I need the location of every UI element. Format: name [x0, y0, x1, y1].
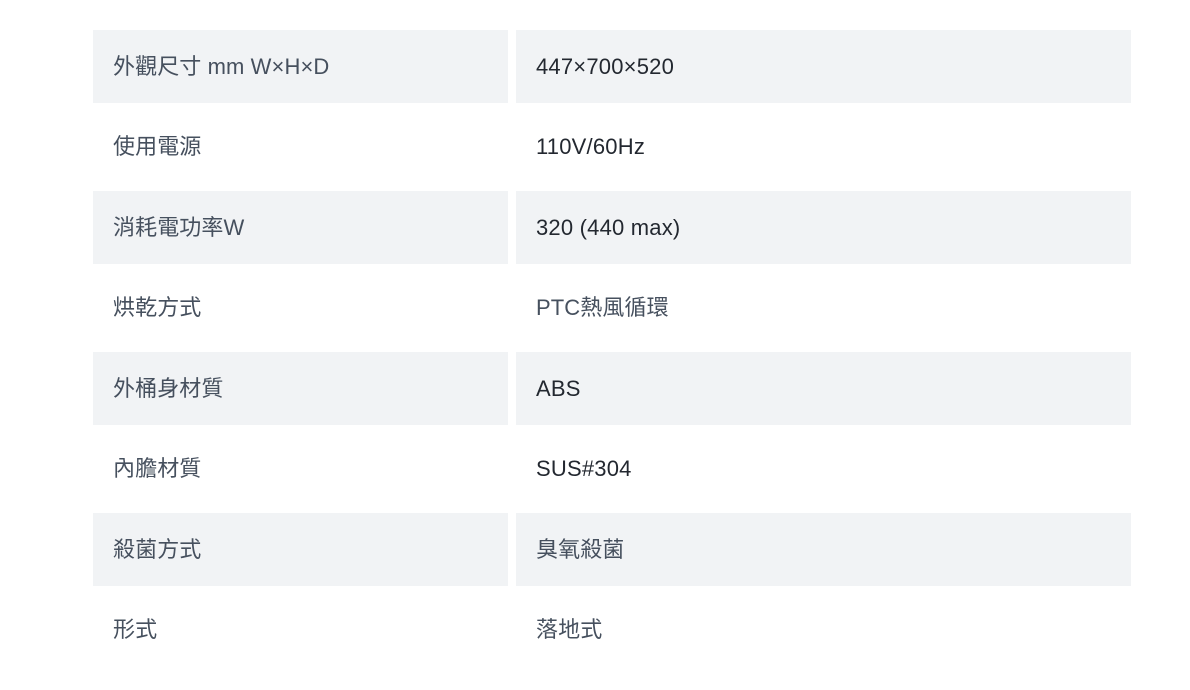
spec-label-text: 外觀尺寸 mm W×H×D: [113, 53, 330, 79]
spec-label-text: 殺菌方式: [113, 536, 202, 562]
spec-row: 殺菌方式 臭氧殺菌: [93, 513, 1131, 586]
spec-value-text: 落地式: [536, 617, 603, 643]
spec-label-cell: 使用電源: [93, 110, 508, 184]
spec-value-cell: 447×700×520: [516, 30, 1131, 103]
spec-label-cell: 形式: [93, 593, 508, 667]
spec-label-text: 外桶身材質: [113, 375, 224, 401]
spec-value-cell: SUS#304: [516, 432, 1131, 506]
spec-label-cell: 殺菌方式: [93, 513, 508, 586]
spec-value-text: 320 (440 max): [536, 214, 681, 240]
spec-row: 外觀尺寸 mm W×H×D 447×700×520: [93, 30, 1131, 103]
spec-label-text: 消耗電功率W: [113, 214, 245, 240]
specification-table: 外觀尺寸 mm W×H×D 447×700×520 使用電源 110V/60Hz 消耗電…: [93, 30, 1131, 674]
spec-label-text: 烘乾方式: [113, 295, 202, 321]
spec-row: 外桶身材質 ABS: [93, 352, 1131, 425]
spec-label-cell: 外觀尺寸 mm W×H×D: [93, 30, 508, 103]
spec-label-cell: 烘乾方式: [93, 271, 508, 345]
spec-row: 烘乾方式 PTC熱風循環: [93, 271, 1131, 345]
spec-label-cell: 外桶身材質: [93, 352, 508, 425]
spec-label-text: 內膽材質: [113, 456, 202, 482]
spec-value-cell: PTC熱風循環: [516, 271, 1131, 345]
spec-value-text: 110V/60Hz: [536, 134, 646, 160]
spec-row: 使用電源 110V/60Hz: [93, 110, 1131, 184]
spec-label-cell: 內膽材質: [93, 432, 508, 506]
spec-value-cell: ABS: [516, 352, 1131, 425]
spec-label-text: 形式: [113, 617, 158, 643]
spec-row: 內膽材質 SUS#304: [93, 432, 1131, 506]
spec-value-cell: 臭氧殺菌: [516, 513, 1131, 586]
spec-value-cell: 110V/60Hz: [516, 110, 1131, 184]
spec-value-cell: 320 (440 max): [516, 191, 1131, 264]
spec-value-text: 臭氧殺菌: [536, 536, 625, 562]
spec-value-text: ABS: [536, 375, 581, 401]
spec-value-text: SUS#304: [536, 456, 632, 482]
spec-row: 形式 落地式: [93, 593, 1131, 667]
spec-label-cell: 消耗電功率W: [93, 191, 508, 264]
spec-value-text: PTC熱風循環: [536, 295, 669, 321]
spec-row: 消耗電功率W 320 (440 max): [93, 191, 1131, 264]
spec-label-text: 使用電源: [113, 134, 202, 160]
spec-value-text: 447×700×520: [536, 53, 675, 79]
spec-value-cell: 落地式: [516, 593, 1131, 667]
